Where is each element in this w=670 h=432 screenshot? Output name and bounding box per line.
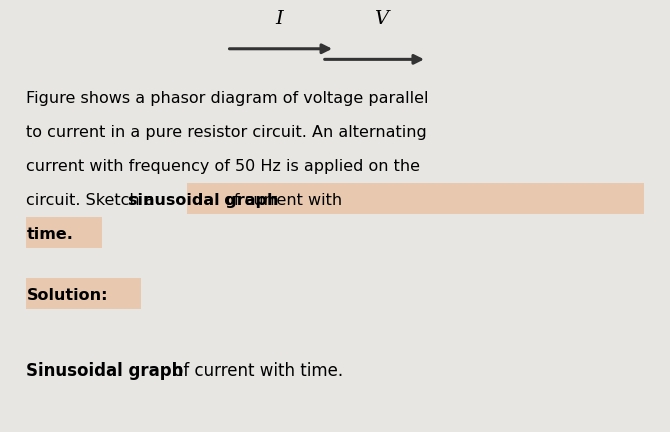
Bar [26,278,141,309]
Text: Sinusoidal graph: Sinusoidal graph [26,362,184,380]
Bar [187,184,644,214]
Text: to current in a pure resistor circuit. An alternating: to current in a pure resistor circuit. A… [26,125,427,140]
Text: sinusoidal graph: sinusoidal graph [128,193,279,208]
Text: circuit. Sketch a: circuit. Sketch a [26,193,160,208]
Text: V: V [374,10,388,28]
Text: of current with: of current with [219,193,342,208]
Text: Solution:: Solution: [26,288,108,302]
Text: time.: time. [26,226,73,241]
Bar [26,217,102,248]
Text: I: I [275,10,283,28]
Text: Figure shows a phasor diagram of voltage parallel: Figure shows a phasor diagram of voltage… [26,91,429,106]
Text: of current with time.: of current with time. [168,362,342,380]
Text: current with frequency of 50 Hz is applied on the: current with frequency of 50 Hz is appli… [26,159,420,174]
